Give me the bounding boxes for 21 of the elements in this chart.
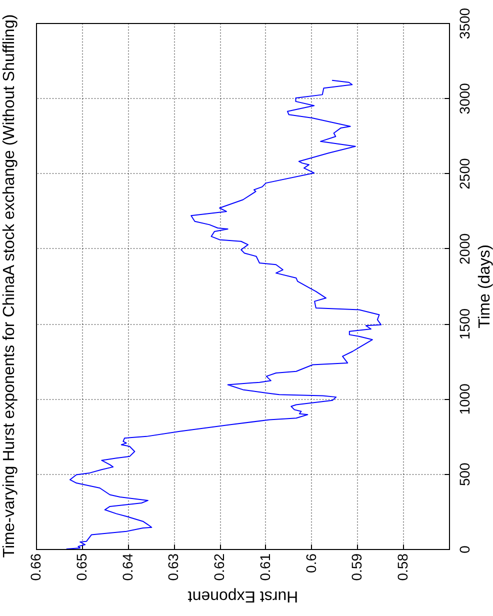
y-tick-label: 3500: [456, 8, 472, 40]
x-tick-label: 0.65: [73, 553, 90, 581]
x-tick-label: 0.64: [119, 553, 136, 581]
x-tick-label: 0.62: [211, 553, 228, 581]
y-tick-label: 500: [456, 462, 472, 486]
x-tick-label: 0.61: [256, 553, 273, 581]
x-tick-label: 0.58: [394, 553, 411, 581]
y-axis-title: Time (days): [476, 244, 493, 328]
text: Time-varying Hurst exponents for ChinaA stock exchange (Without Shuffling): [1, 14, 18, 558]
x-tick-label: 0.66: [28, 553, 44, 581]
y-tick-label: 2500: [456, 158, 472, 190]
y-tick-label: 1500: [456, 308, 472, 340]
x-tick-label: 0.59: [348, 553, 365, 581]
x-tick-label: 0.63: [165, 553, 182, 581]
y-tick-label: 3000: [456, 82, 472, 114]
line-series: [66, 80, 382, 549]
x-tick-label: 0.6: [302, 553, 319, 573]
y-tick-label: 1000: [456, 383, 472, 415]
y-tick-label: 2000: [456, 233, 472, 265]
x-axis-title: Hurst Exponent: [187, 588, 298, 605]
y-tick-label: 0: [456, 545, 472, 554]
